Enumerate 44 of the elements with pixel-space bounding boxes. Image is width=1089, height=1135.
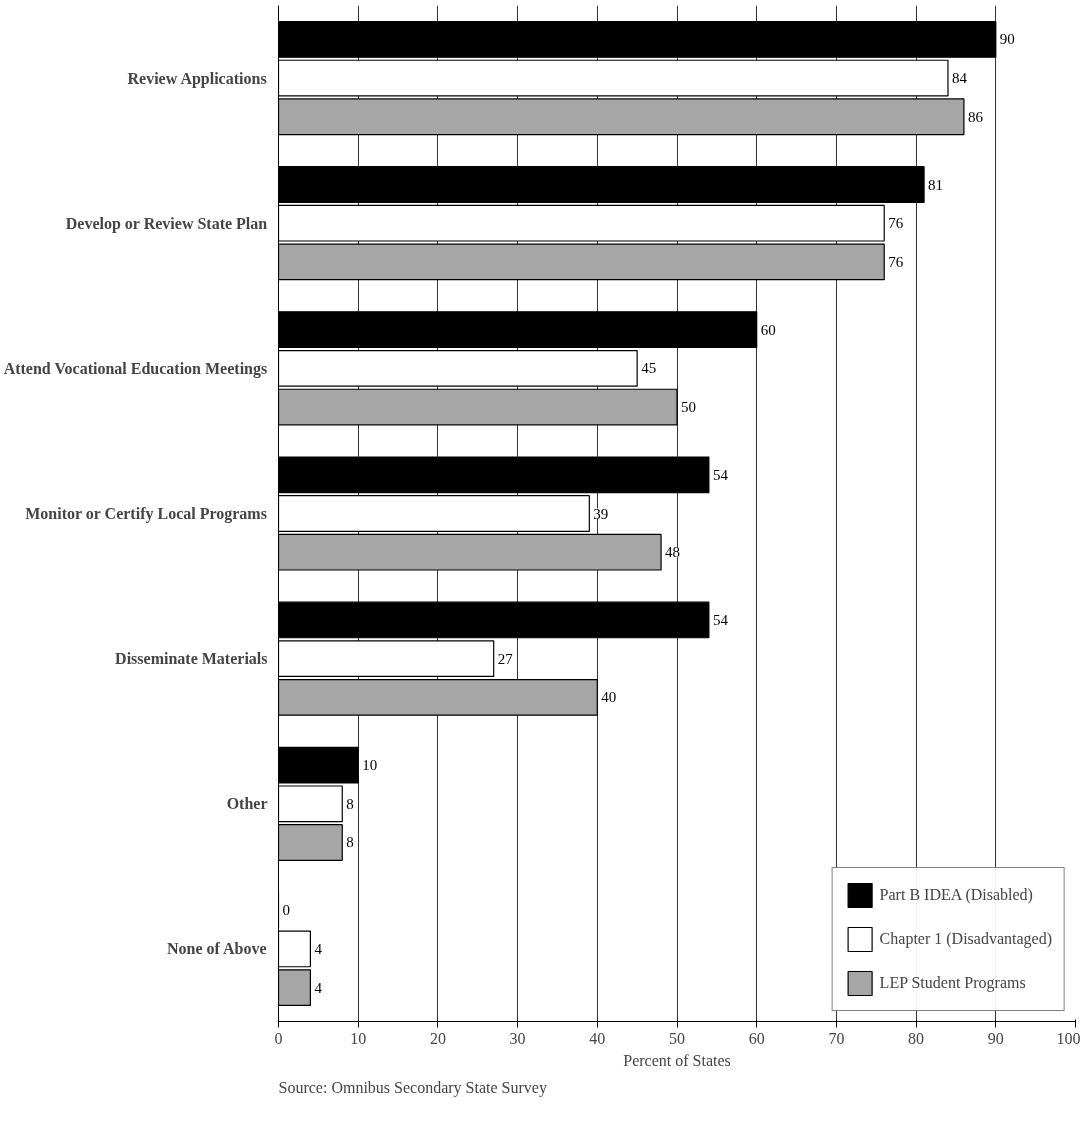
x-tick-label: 10 [350, 1029, 367, 1047]
data-label: 4 [314, 979, 323, 996]
y-tick-label: Review Applications [127, 69, 267, 88]
data-label: 27 [497, 650, 514, 667]
data-label: 0 [282, 902, 290, 919]
x-tick-label: 0 [274, 1029, 283, 1047]
legend-label: Chapter 1 (Disadvantaged) [879, 930, 1052, 948]
data-label: 76 [888, 215, 904, 232]
legend-label: LEP Student Programs [879, 974, 1026, 992]
y-tick-label: None of Above [167, 940, 267, 958]
y-tick-label: Attend Vocational Education Meetings [3, 359, 268, 378]
x-tick-label: 80 [908, 1029, 925, 1047]
y-tick-label: Other [226, 795, 268, 813]
data-label: 60 [760, 321, 776, 338]
legend-label: Part B IDEA (Disabled) [879, 886, 1033, 904]
data-label: 90 [999, 31, 1015, 48]
data-label: 45 [641, 360, 657, 377]
x-axis-title: Percent of States [623, 1051, 731, 1069]
x-tick-label: 20 [429, 1029, 446, 1047]
y-tick-label: Monitor or Certify Local Programs [25, 505, 267, 523]
data-label: 86 [967, 108, 984, 125]
x-tick-label: 100 [1056, 1029, 1081, 1047]
x-tick-label: 90 [987, 1029, 1004, 1047]
data-label: 54 [712, 466, 729, 483]
data-label: 81 [928, 176, 944, 193]
data-label: 39 [593, 505, 609, 522]
data-label: 8 [346, 834, 354, 851]
y-tick-label: Develop or Review State Plan [65, 214, 268, 233]
data-label: 48 [665, 544, 681, 561]
data-label: 76 [888, 253, 904, 270]
data-label: 40 [601, 689, 617, 706]
data-label: 54 [712, 611, 729, 628]
source-note: Source: Omnibus Secondary State Survey [278, 1078, 547, 1097]
x-tick-label: 70 [828, 1029, 845, 1047]
data-label: 8 [346, 795, 354, 812]
data-label: 4 [314, 940, 323, 957]
y-tick-label: Disseminate Materials [115, 650, 268, 668]
data-label: 84 [951, 70, 968, 87]
x-tick-label: 60 [748, 1029, 765, 1047]
x-tick-label: 40 [589, 1029, 606, 1047]
x-tick-label: 50 [669, 1029, 685, 1047]
x-tick-label: 30 [509, 1029, 526, 1047]
data-label: 50 [681, 399, 696, 416]
data-label: 10 [362, 757, 378, 774]
